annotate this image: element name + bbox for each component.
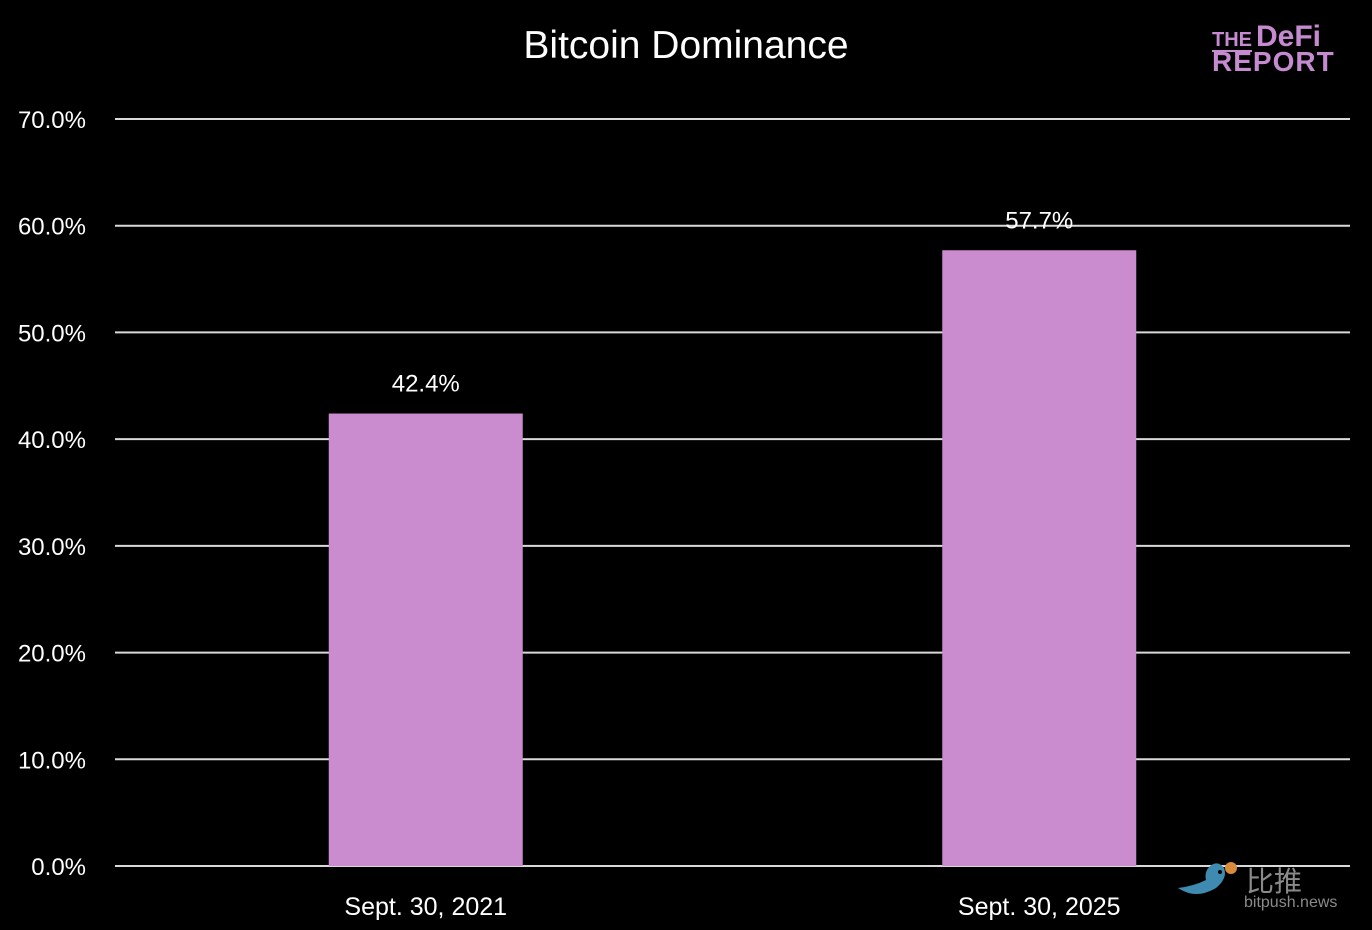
data-label: 42.4% (392, 371, 460, 398)
bitpush-watermark: 比推 bitpush.news (1176, 858, 1337, 913)
logo-defi: DeFi (1256, 20, 1322, 53)
chart-title: Bitcoin Dominance (523, 24, 849, 67)
bird-icon (1178, 862, 1237, 894)
bar (942, 250, 1137, 867)
watermark-en: bitpush.news (1244, 894, 1338, 911)
y-tick-label: 40.0% (18, 427, 86, 454)
bar (328, 413, 523, 866)
y-tick-label: 30.0% (18, 534, 86, 561)
logo-report: REPORT (1212, 46, 1335, 77)
y-tick-label: 50.0% (18, 320, 86, 347)
x-tick-label: Sept. 30, 2021 (344, 893, 507, 921)
logo-the: THE (1212, 29, 1252, 52)
y-tick-label: 60.0% (18, 214, 86, 241)
watermark-cn: 比推 (1246, 866, 1303, 897)
x-tick-label: Sept. 30, 2025 (958, 893, 1121, 921)
y-tick-label: 0.0% (31, 854, 86, 881)
y-tick-label: 20.0% (18, 641, 86, 668)
data-label: 57.7% (1005, 207, 1073, 234)
y-tick-label: 70.0% (18, 107, 86, 134)
y-tick-label: 10.0% (18, 747, 86, 774)
defi-report-logo: THE DeFi REPORT (1212, 22, 1335, 76)
